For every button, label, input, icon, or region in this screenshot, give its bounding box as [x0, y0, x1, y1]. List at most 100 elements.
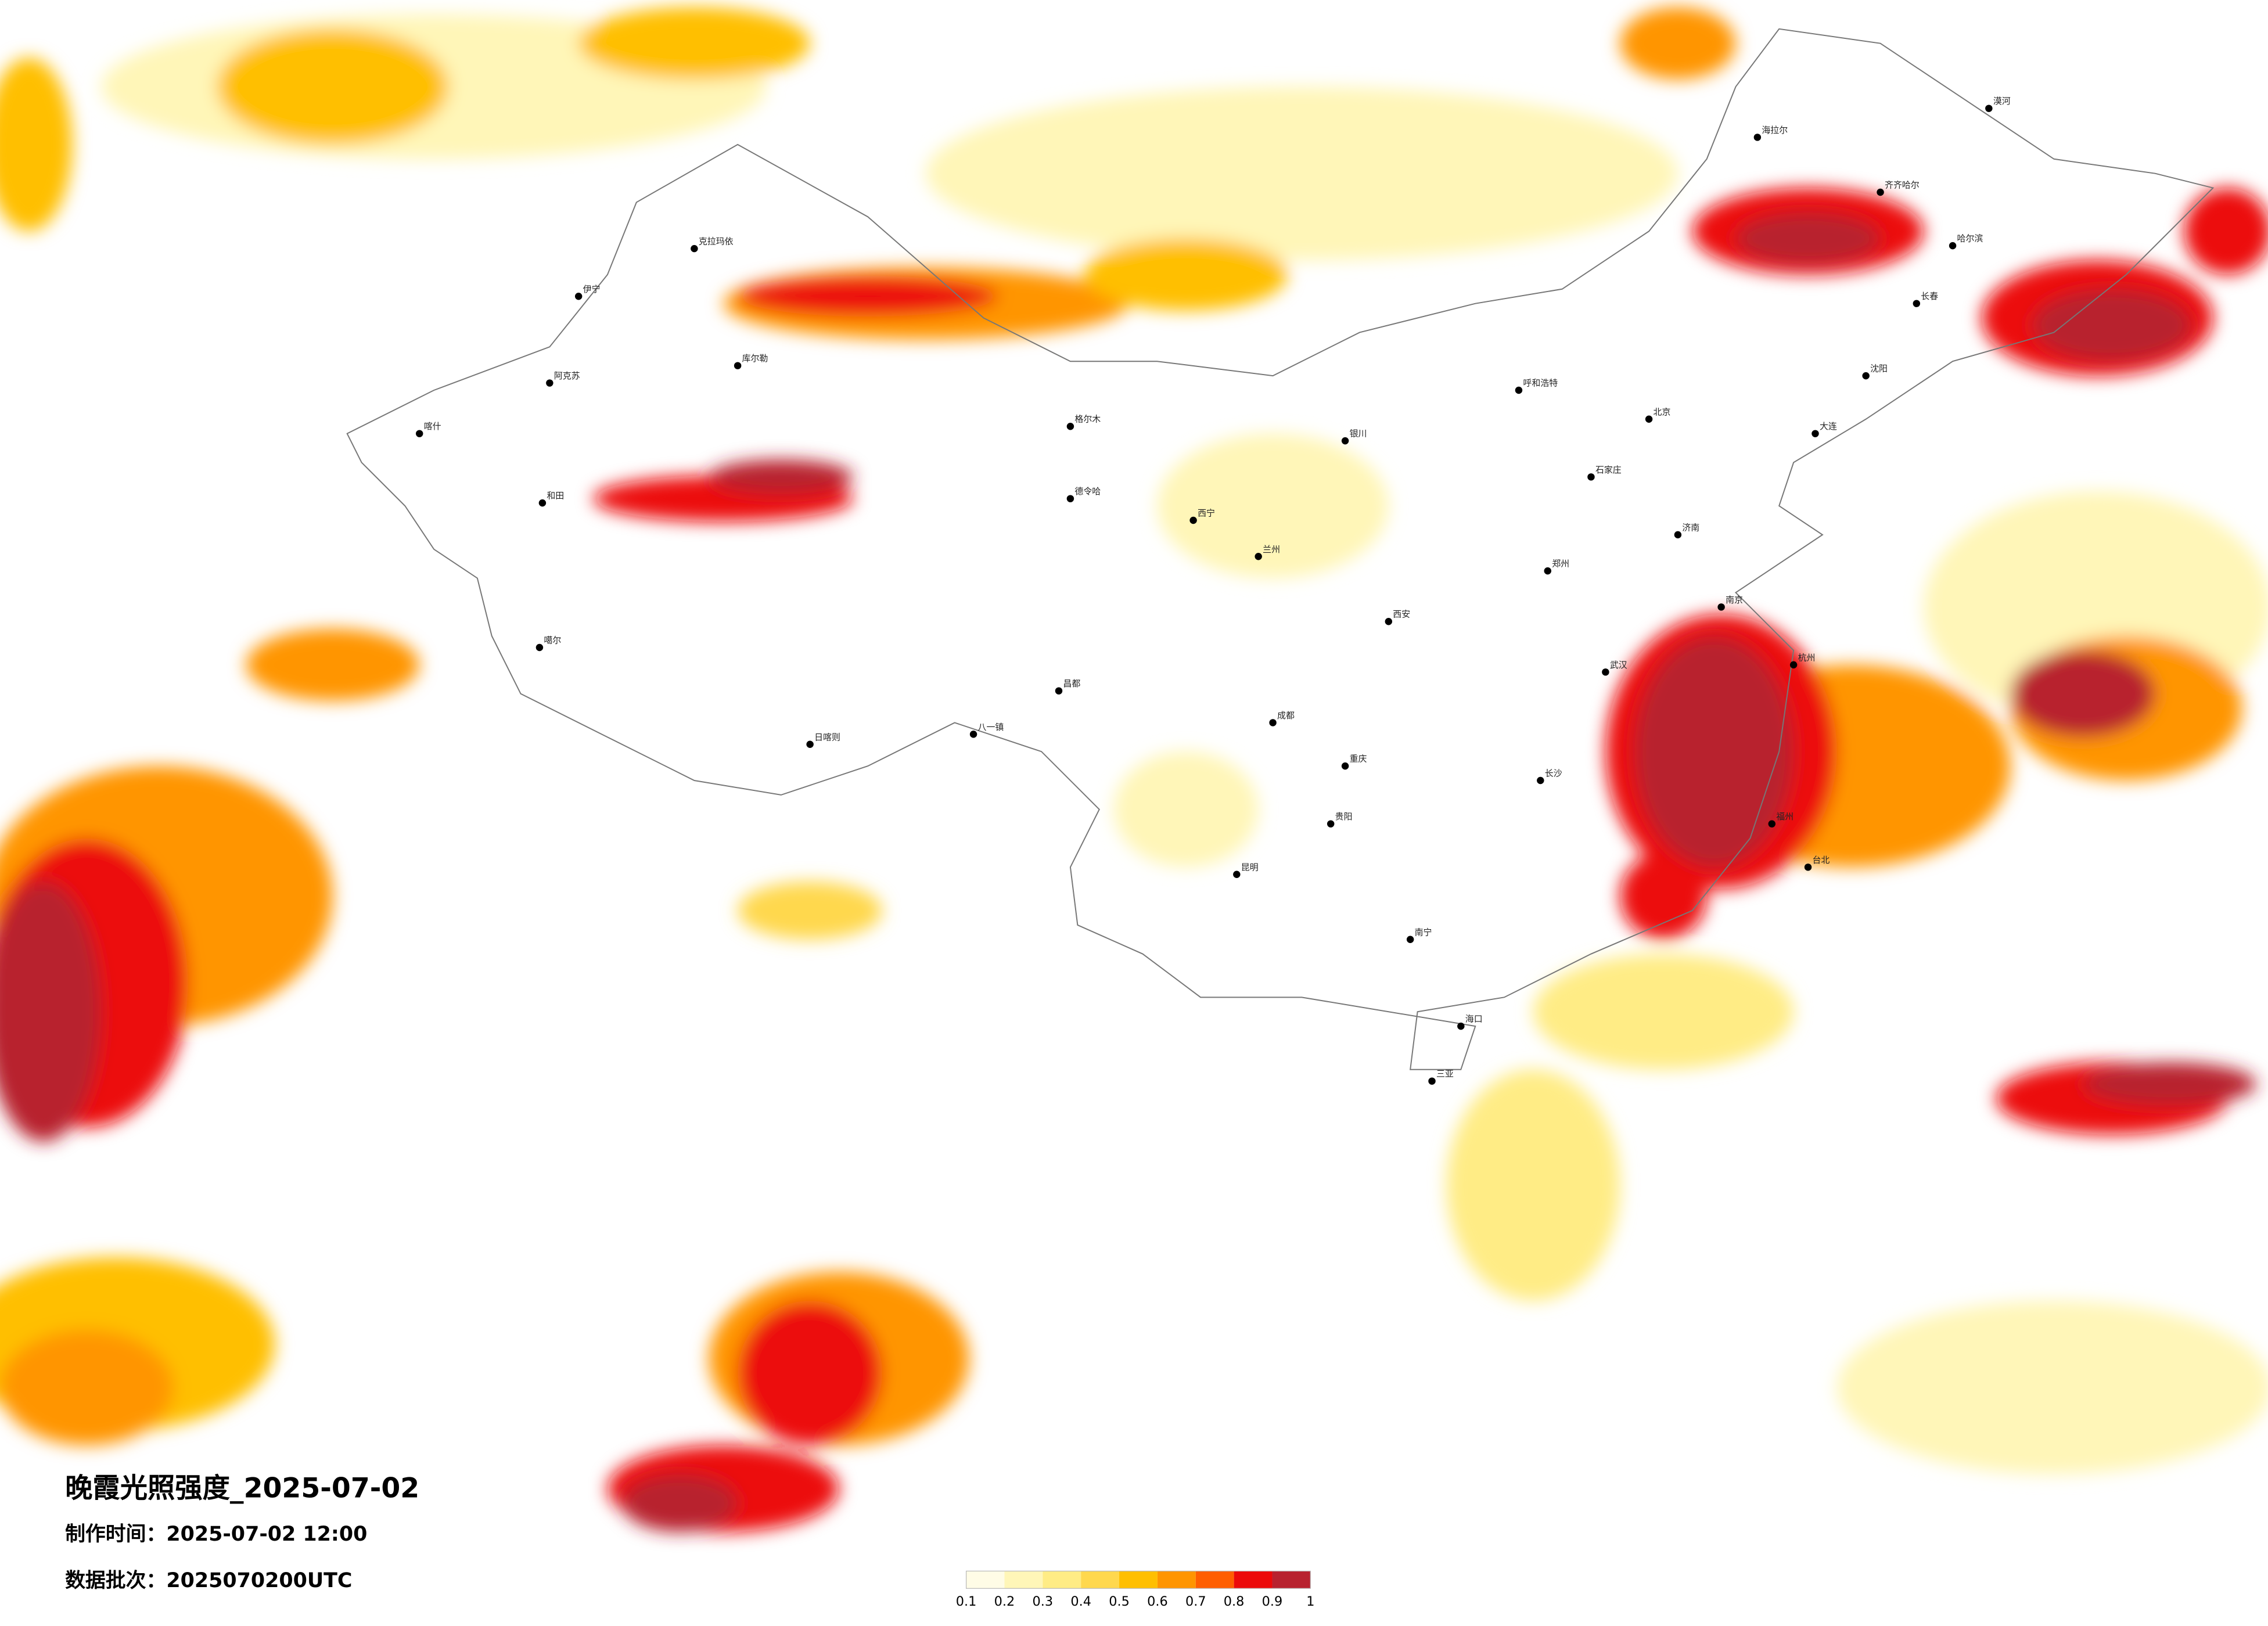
legend: 0.1 0.2 0.3 0.4 0.5 0.6 0.7 0.8 0.9 1	[956, 1570, 1314, 1609]
city-label: 西安	[1393, 609, 1410, 620]
data-batch: 数据批次：2025070200UTC	[65, 1569, 352, 1592]
city-label: 齐齐哈尔	[1885, 180, 1920, 190]
city-label: 德令哈	[1074, 486, 1101, 497]
city-dot	[1537, 776, 1544, 785]
city-label: 贵阳	[1335, 811, 1353, 822]
city-dot	[415, 430, 423, 437]
city-label: 南京	[1726, 595, 1743, 605]
city-dot	[1789, 661, 1798, 669]
city-dot	[574, 293, 583, 300]
legend-tick-label: 0.3	[1033, 1594, 1054, 1609]
city-dot	[1645, 415, 1653, 423]
heat-field	[0, 7, 2268, 1533]
legend-tick-label: 1	[1306, 1594, 1314, 1609]
city-label: 格尔木	[1074, 414, 1101, 425]
city-label: 喀什	[424, 421, 441, 431]
city-label: 石家庄	[1595, 465, 1622, 475]
legend-tick-label: 0.4	[1070, 1594, 1091, 1609]
legend-swatch	[1234, 1571, 1273, 1589]
city-dot	[1544, 567, 1551, 575]
city-dot	[1066, 495, 1074, 502]
city-dot	[1949, 242, 1957, 250]
legend-swatch	[1081, 1571, 1120, 1589]
city-dot	[1341, 762, 1349, 770]
city-label: 昌都	[1063, 678, 1080, 689]
city-label: 克拉玛依	[699, 236, 734, 247]
city-label: 哈尔滨	[1957, 233, 1983, 244]
city-label: 伊宁	[583, 284, 601, 294]
legend-swatch	[966, 1571, 1005, 1589]
city-dot	[1587, 473, 1595, 481]
city-dot	[1457, 1022, 1465, 1030]
city-label: 福州	[1776, 811, 1793, 822]
city-label: 银川	[1350, 429, 1367, 439]
city-label: 南宁	[1415, 927, 1432, 937]
legend-swatch	[1157, 1571, 1196, 1589]
city-label: 三亚	[1436, 1069, 1454, 1079]
legend-swatch	[1043, 1571, 1081, 1589]
city-label: 漠河	[1993, 96, 2011, 106]
city-dot	[538, 499, 547, 507]
city-label: 兰州	[1263, 544, 1280, 555]
legend-tick-label: 0.7	[1185, 1594, 1206, 1609]
city-dot	[1602, 668, 1609, 676]
city-label: 噶尔	[544, 635, 561, 646]
city-dot	[1674, 531, 1682, 539]
city-dot	[1811, 430, 1819, 437]
city-label: 八一镇	[978, 722, 1004, 732]
city-dot	[546, 379, 553, 387]
city-label: 海口	[1465, 1014, 1483, 1024]
city-dot	[1189, 516, 1197, 524]
city-dot	[1255, 553, 1262, 560]
city-label: 和田	[547, 491, 564, 501]
city-dot	[1406, 936, 1414, 943]
city-dot	[691, 244, 698, 253]
city-dot	[806, 740, 814, 748]
city-dot	[1515, 386, 1523, 394]
legend-frame	[965, 1570, 1311, 1589]
city-dot	[1862, 372, 1870, 380]
legend-tick-label: 0.6	[1147, 1594, 1168, 1609]
city-dot	[1327, 820, 1335, 828]
legend-tick-label: 0.5	[1109, 1594, 1130, 1609]
legend-swatch	[1004, 1571, 1043, 1589]
city-dot	[1055, 687, 1063, 695]
legend-tick-label: 0.9	[1262, 1594, 1283, 1609]
city-dot	[1753, 134, 1762, 141]
city-label: 成都	[1277, 710, 1295, 721]
city-label: 长沙	[1545, 768, 1562, 779]
city-dot	[1804, 864, 1812, 871]
city-label: 台北	[1813, 855, 1830, 865]
city-dot	[1428, 1077, 1436, 1085]
city-label: 日喀则	[814, 732, 840, 742]
legend-tick-label: 0.2	[994, 1594, 1015, 1609]
city-label: 呼和浩特	[1523, 378, 1558, 388]
city-dot	[969, 731, 977, 738]
legend-tick-label: 0.8	[1224, 1594, 1245, 1609]
city-dot	[1985, 105, 1993, 112]
made-time: 制作时间：2025-07-02 12:00	[65, 1523, 367, 1546]
city-dot	[1385, 618, 1393, 625]
legend-swatch	[1119, 1571, 1158, 1589]
legend-swatch	[1272, 1571, 1311, 1589]
city-label: 海拉尔	[1762, 125, 1788, 135]
city-dot	[1717, 603, 1725, 611]
city-label: 大连	[1820, 421, 1837, 431]
legend-swatch	[1195, 1571, 1234, 1589]
city-label: 郑州	[1552, 559, 1569, 569]
city-label: 济南	[1682, 522, 1699, 533]
city-label: 昆明	[1241, 862, 1259, 872]
city-dot	[1066, 423, 1074, 430]
city-label: 西宁	[1198, 508, 1215, 519]
china-outline	[346, 28, 2215, 1070]
city-dot	[535, 643, 544, 652]
city-label: 杭州	[1798, 652, 1816, 663]
map-title: 晚霞光照强度_2025-07-02	[65, 1473, 419, 1505]
city-dot	[734, 362, 742, 369]
city-dot	[1877, 188, 1884, 196]
city-dot	[1913, 300, 1921, 307]
city-label: 重庆	[1350, 754, 1367, 764]
